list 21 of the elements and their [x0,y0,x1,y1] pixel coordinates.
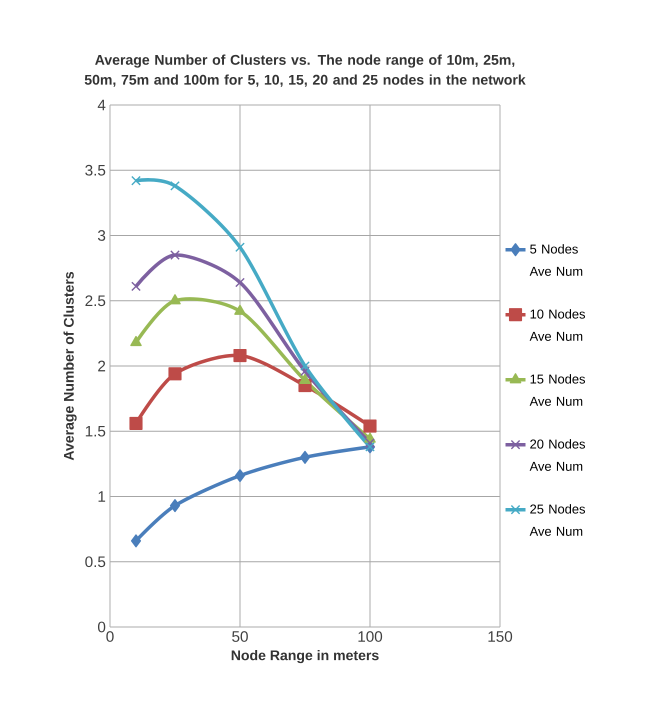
y-tick-label: 1.5 [86,426,106,437]
chart-title: Average Number of Clusters vs. The node range of 10m, 25m, 50m, 75m and 100m for 5, 10, 15, 20 and 25 nodes in the network [84,54,526,87]
y-tick-label: 0 [98,622,106,632]
legend-label: 15 Nodes Ave Num [530,374,585,406]
legend-label: 10 Nodes Ave Num [530,309,585,341]
y-tick-label: 3 [98,230,106,241]
x-axis-title: Node Range in meters [232,650,379,664]
x-tick-label: 150 [488,631,512,642]
legend-label: 25 Nodes Ave Num [530,504,585,536]
x-tick-label: 50 [232,631,248,642]
y-tick-label: 4 [98,100,106,110]
legend-label: 5 Nodes Ave Num [530,244,582,276]
y-tick-label: 1 [98,491,106,502]
y-tick-label: 2 [98,360,106,372]
legend-label: 20 Nodes Ave Num [530,439,585,471]
y-tick-label: 3.5 [85,164,106,176]
x-tick-label: 0 [106,631,114,642]
y-tick-label: 2.5 [85,295,106,306]
y-axis-title: Average Number of Clusters [63,272,77,460]
x-tick-label: 100 [358,631,382,642]
y-tick-label: 0.5 [85,556,106,568]
